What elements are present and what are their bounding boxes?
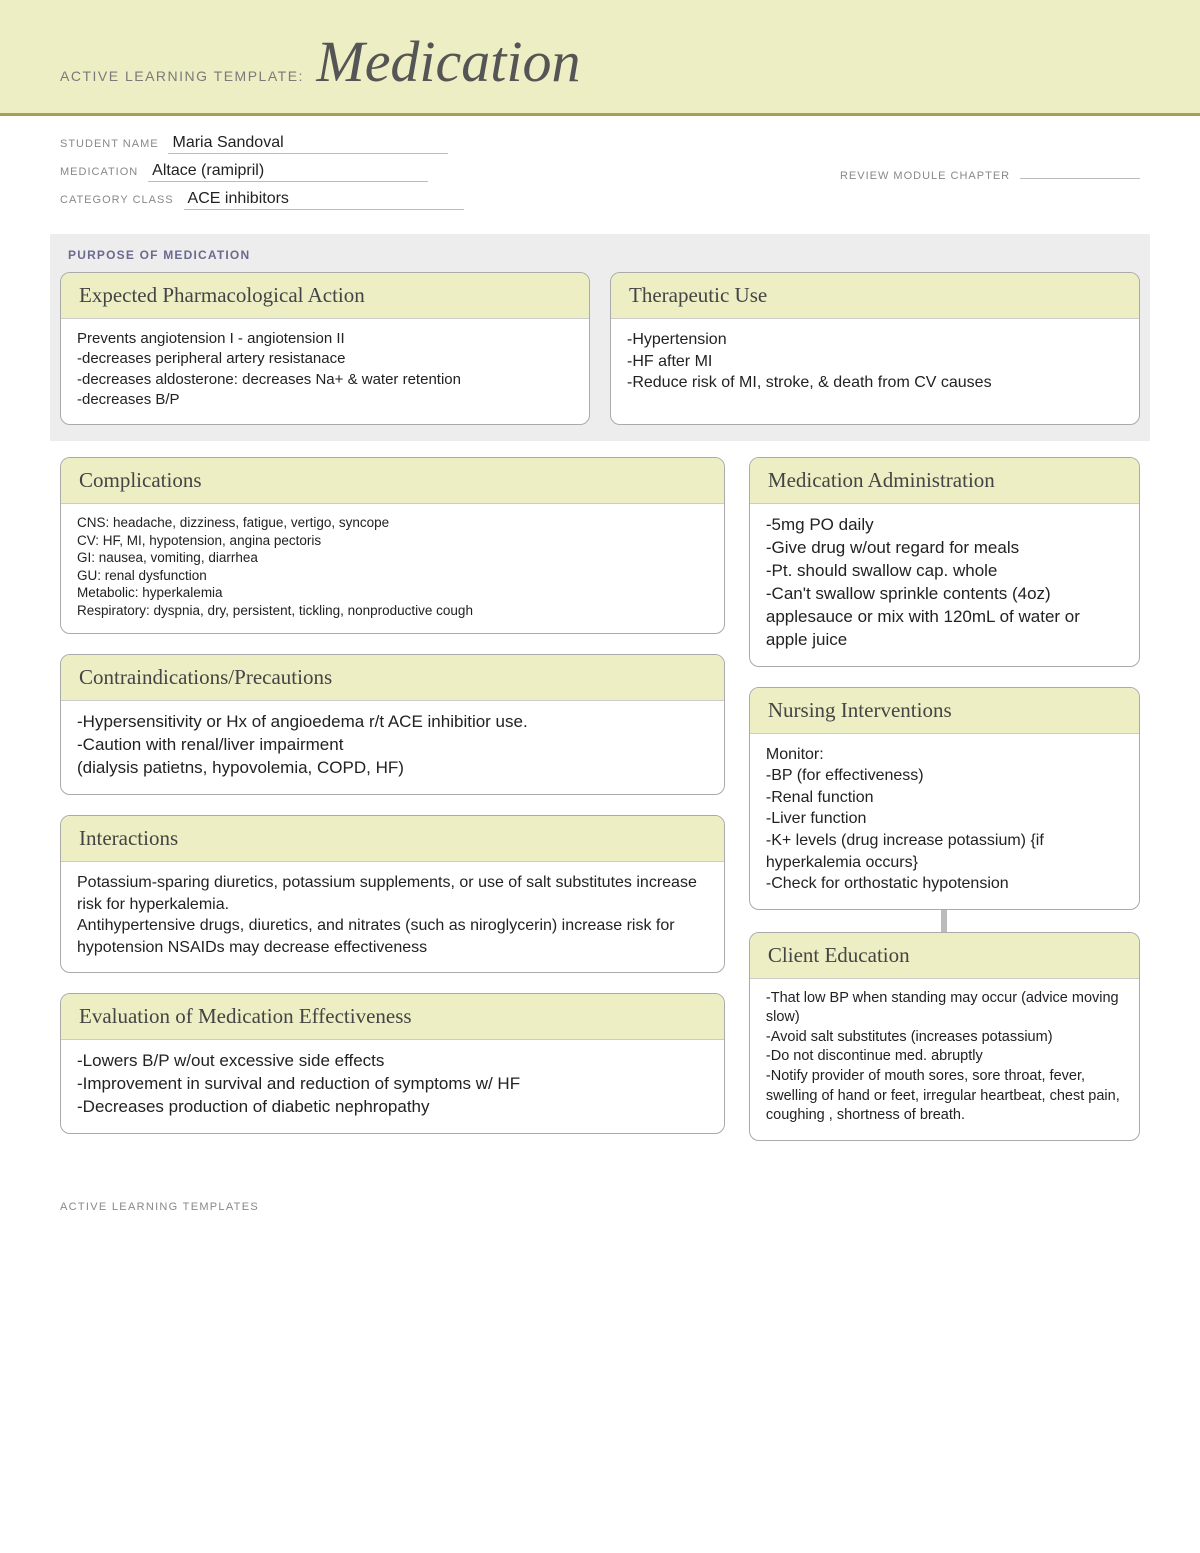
client-education-title: Client Education	[750, 933, 1139, 979]
connector-line	[941, 910, 947, 932]
client-education-body: -That low BP when standing may occur (ad…	[750, 979, 1139, 1140]
pharm-action-title: Expected Pharmacological Action	[61, 273, 589, 319]
page-header: ACTIVE LEARNING TEMPLATE: Medication	[0, 0, 1200, 116]
contraindications-card: Contraindications/Precautions -Hypersens…	[60, 654, 725, 795]
purpose-section: PURPOSE OF MEDICATION Expected Pharmacol…	[50, 234, 1150, 441]
administration-body: -5mg PO daily -Give drug w/out regard fo…	[750, 504, 1139, 666]
interactions-body: Potassium-sparing diuretics, potassium s…	[61, 862, 724, 972]
meta-block: STUDENT NAME Maria Sandoval MEDICATION A…	[0, 116, 1200, 228]
administration-title: Medication Administration	[750, 458, 1139, 504]
header-title: Medication	[316, 28, 580, 95]
evaluation-card: Evaluation of Medication Effectiveness -…	[60, 993, 725, 1134]
main-grid: Complications CNS: headache, dizziness, …	[0, 457, 1200, 1181]
category-label: CATEGORY CLASS	[60, 194, 174, 206]
medication-label: MEDICATION	[60, 166, 138, 178]
page-footer: ACTIVE LEARNING TEMPLATES	[0, 1181, 1200, 1243]
evaluation-body: -Lowers B/P w/out excessive side effects…	[61, 1040, 724, 1133]
review-label: REVIEW MODULE CHAPTER	[840, 170, 1010, 182]
therapeutic-use-title: Therapeutic Use	[611, 273, 1139, 319]
student-name-label: STUDENT NAME	[60, 138, 159, 150]
pharm-action-card: Expected Pharmacological Action Prevents…	[60, 272, 590, 425]
review-value	[1020, 177, 1140, 179]
nursing-interventions-card: Nursing Interventions Monitor: -BP (for …	[749, 687, 1140, 910]
administration-card: Medication Administration -5mg PO daily …	[749, 457, 1140, 667]
purpose-label: PURPOSE OF MEDICATION	[68, 248, 1140, 262]
category-value: ACE inhibitors	[184, 190, 464, 210]
complications-card: Complications CNS: headache, dizziness, …	[60, 457, 725, 634]
complications-body: CNS: headache, dizziness, fatigue, verti…	[61, 504, 724, 633]
interactions-title: Interactions	[61, 816, 724, 862]
complications-title: Complications	[61, 458, 724, 504]
medication-value: Altace (ramipril)	[148, 162, 428, 182]
interactions-card: Interactions Potassium-sparing diuretics…	[60, 815, 725, 973]
nursing-interventions-title: Nursing Interventions	[750, 688, 1139, 734]
client-education-card: Client Education -That low BP when stand…	[749, 932, 1140, 1141]
therapeutic-use-body: -Hypertension -HF after MI -Reduce risk …	[611, 319, 1139, 408]
student-name-value: Maria Sandoval	[168, 134, 448, 154]
contraindications-title: Contraindications/Precautions	[61, 655, 724, 701]
evaluation-title: Evaluation of Medication Effectiveness	[61, 994, 724, 1040]
header-pretitle: ACTIVE LEARNING TEMPLATE:	[60, 68, 304, 84]
contraindications-body: -Hypersensitivity or Hx of angioedema r/…	[61, 701, 724, 794]
nursing-interventions-body: Monitor: -BP (for effectiveness) -Renal …	[750, 734, 1139, 909]
therapeutic-use-card: Therapeutic Use -Hypertension -HF after …	[610, 272, 1140, 425]
pharm-action-body: Prevents angiotension I - angiotension I…	[61, 319, 589, 424]
